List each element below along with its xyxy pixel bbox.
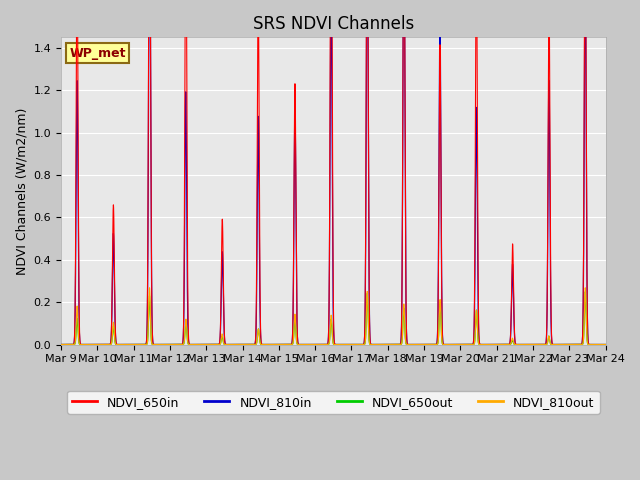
Text: WP_met: WP_met [69, 47, 125, 60]
Title: SRS NDVI Channels: SRS NDVI Channels [253, 15, 414, 33]
Y-axis label: NDVI Channels (W/m2/nm): NDVI Channels (W/m2/nm) [15, 107, 28, 275]
Legend: NDVI_650in, NDVI_810in, NDVI_650out, NDVI_810out: NDVI_650in, NDVI_810in, NDVI_650out, NDV… [67, 391, 600, 414]
